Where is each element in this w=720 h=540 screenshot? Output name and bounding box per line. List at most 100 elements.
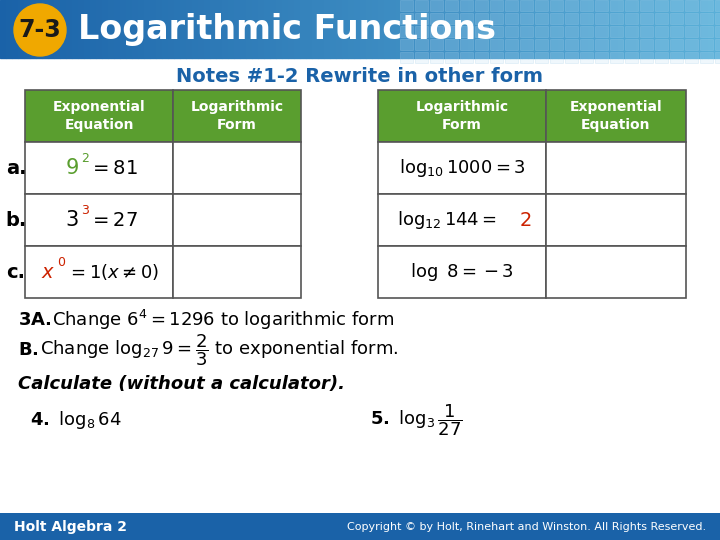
- Bar: [576, 0, 582, 58]
- Bar: [700, 13, 713, 24]
- Bar: [0, 513, 720, 540]
- Bar: [610, 39, 623, 50]
- Text: $\mathbf{5.}\ \log_3 \dfrac{1}{27}$: $\mathbf{5.}\ \log_3 \dfrac{1}{27}$: [370, 402, 463, 438]
- Bar: [246, 0, 252, 58]
- Text: $3$: $3$: [66, 210, 79, 230]
- Text: a.: a.: [6, 159, 26, 178]
- Text: Exponential
Equation: Exponential Equation: [570, 100, 662, 132]
- Bar: [490, 26, 503, 37]
- Text: Copyright © by Holt, Rinehart and Winston. All Rights Reserved.: Copyright © by Holt, Rinehart and Winsto…: [347, 522, 706, 531]
- Text: Logarithmic Functions: Logarithmic Functions: [78, 14, 496, 46]
- Bar: [60, 0, 66, 58]
- Bar: [546, 90, 686, 142]
- Circle shape: [14, 4, 66, 56]
- Bar: [138, 0, 144, 58]
- Bar: [415, 13, 428, 24]
- Bar: [400, 26, 413, 37]
- Bar: [25, 246, 173, 298]
- Bar: [25, 142, 173, 194]
- Bar: [84, 0, 90, 58]
- Bar: [550, 39, 563, 50]
- Bar: [400, 0, 413, 11]
- Bar: [173, 246, 301, 298]
- Bar: [498, 0, 504, 58]
- Bar: [400, 39, 413, 50]
- Bar: [570, 0, 576, 58]
- Bar: [486, 0, 492, 58]
- Bar: [460, 13, 473, 24]
- Bar: [378, 0, 384, 58]
- Bar: [505, 52, 518, 63]
- Bar: [648, 0, 654, 58]
- Bar: [655, 52, 668, 63]
- Bar: [282, 0, 288, 58]
- Bar: [156, 0, 162, 58]
- Bar: [438, 0, 444, 58]
- Bar: [288, 0, 294, 58]
- Bar: [102, 0, 108, 58]
- Bar: [460, 0, 473, 11]
- Bar: [546, 0, 552, 58]
- Bar: [354, 0, 360, 58]
- Bar: [580, 0, 593, 11]
- Bar: [475, 13, 488, 24]
- Bar: [546, 246, 686, 298]
- Bar: [655, 39, 668, 50]
- Text: $2$: $2$: [519, 211, 531, 229]
- Bar: [565, 13, 578, 24]
- Bar: [300, 0, 306, 58]
- Text: $= 1(x \neq 0)$: $= 1(x \neq 0)$: [67, 262, 159, 282]
- Bar: [336, 0, 342, 58]
- Text: $= 81$: $= 81$: [89, 159, 138, 178]
- Bar: [550, 26, 563, 37]
- Bar: [520, 26, 533, 37]
- Bar: [192, 0, 198, 58]
- Bar: [670, 26, 683, 37]
- Bar: [198, 0, 204, 58]
- Bar: [594, 0, 600, 58]
- Bar: [366, 0, 372, 58]
- Bar: [78, 0, 84, 58]
- Bar: [550, 52, 563, 63]
- Bar: [72, 0, 78, 58]
- Bar: [408, 0, 414, 58]
- Bar: [700, 39, 713, 50]
- Bar: [186, 0, 192, 58]
- Bar: [580, 26, 593, 37]
- Text: Exponential
Equation: Exponential Equation: [53, 100, 145, 132]
- Text: Notes #1-2 Rewrite in other form: Notes #1-2 Rewrite in other form: [176, 66, 544, 85]
- Text: $2$: $2$: [81, 152, 89, 165]
- Bar: [520, 13, 533, 24]
- Bar: [445, 39, 458, 50]
- Bar: [625, 52, 638, 63]
- Bar: [546, 194, 686, 246]
- Bar: [625, 26, 638, 37]
- Bar: [36, 0, 42, 58]
- Bar: [120, 0, 126, 58]
- Bar: [415, 0, 428, 11]
- Bar: [490, 0, 503, 11]
- Bar: [715, 0, 720, 11]
- Bar: [173, 90, 301, 142]
- Bar: [12, 0, 18, 58]
- Bar: [415, 26, 428, 37]
- Bar: [415, 52, 428, 63]
- Text: Change $6^4 = 1296$ to logarithmic form: Change $6^4 = 1296$ to logarithmic form: [52, 308, 394, 332]
- Bar: [630, 0, 636, 58]
- Bar: [666, 0, 672, 58]
- Text: $\log_{10}1000 = 3$: $\log_{10}1000 = 3$: [398, 157, 526, 179]
- Text: Holt Algebra 2: Holt Algebra 2: [14, 519, 127, 534]
- Bar: [132, 0, 138, 58]
- Bar: [126, 0, 132, 58]
- Bar: [715, 13, 720, 24]
- Bar: [685, 39, 698, 50]
- Bar: [460, 26, 473, 37]
- Bar: [624, 0, 630, 58]
- Bar: [505, 13, 518, 24]
- Text: $= 27$: $= 27$: [89, 211, 138, 229]
- Bar: [552, 0, 558, 58]
- Bar: [588, 0, 594, 58]
- Bar: [535, 52, 548, 63]
- Bar: [685, 26, 698, 37]
- Bar: [330, 0, 336, 58]
